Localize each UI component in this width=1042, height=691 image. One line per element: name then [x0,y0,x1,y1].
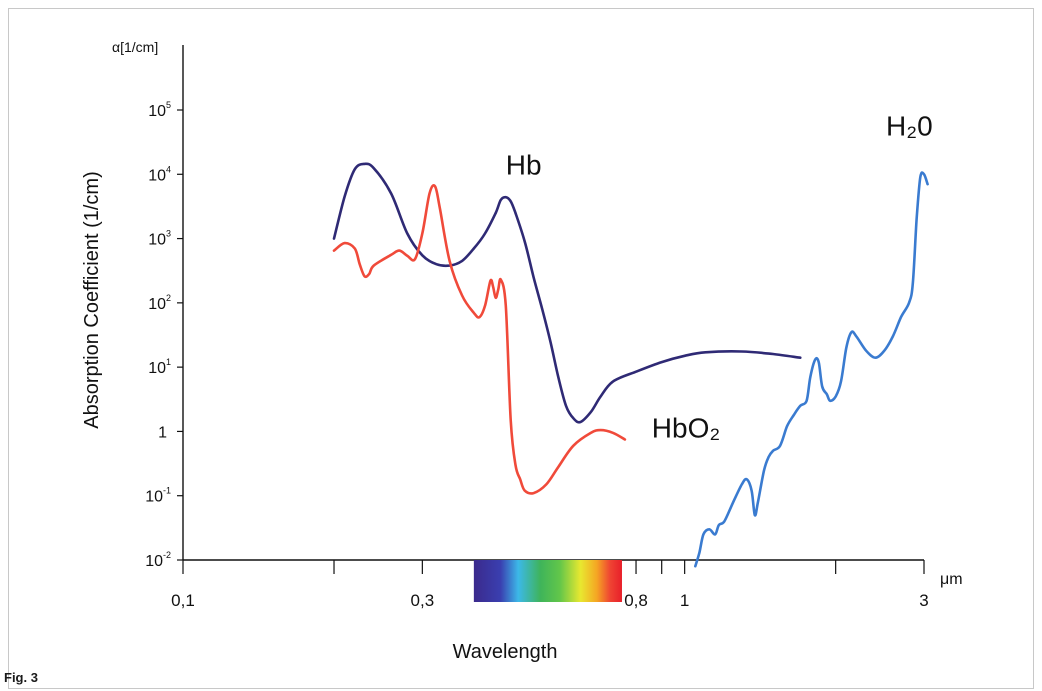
x-tick-label: 0,1 [171,591,195,610]
x-tick-label: 3 [919,591,928,610]
series-annotation: H₂0 [886,111,933,142]
axes: 10-2 10-1 1 101 102 103 104 105 0,1 0,3 0,8 1 3 [145,45,929,610]
x-tick-label: 0,8 [624,591,648,610]
y-tick-label: 103 [148,229,171,249]
y-tick-label: 101 [148,357,171,377]
x-tick-label: 1 [680,591,689,610]
y-axis-unit-label: α[1/cm] [112,39,158,55]
spectrum-gradient [473,560,622,602]
series-annotation: HbO₂ [652,413,720,444]
x-axis-unit-label: μm [940,571,963,588]
y-tick-label: 10-2 [145,550,171,570]
series-line-hbo [332,184,627,495]
figure-border [8,8,1034,689]
x-axis-label: Wavelength [453,641,558,663]
series-line-h0 [694,171,929,568]
y-axis-label: Absorption Coefficient (1/cm) [81,171,103,429]
visible-spectrum-bar [473,560,622,602]
series-group [332,162,929,568]
figure-caption: Fig. 3 [4,670,38,685]
y-tick-label: 105 [148,100,171,120]
x-tick-label: 0,3 [411,591,435,610]
y-tick-label: 104 [148,164,171,184]
series-annotation: Hb [506,149,542,180]
series-line-hb [332,162,802,424]
y-tick-label: 102 [148,293,171,313]
y-tick-label: 1 [158,424,167,441]
annotation-group: Hb HbO₂ H₂0 [506,111,933,444]
y-tick-label: 10-1 [145,486,171,506]
